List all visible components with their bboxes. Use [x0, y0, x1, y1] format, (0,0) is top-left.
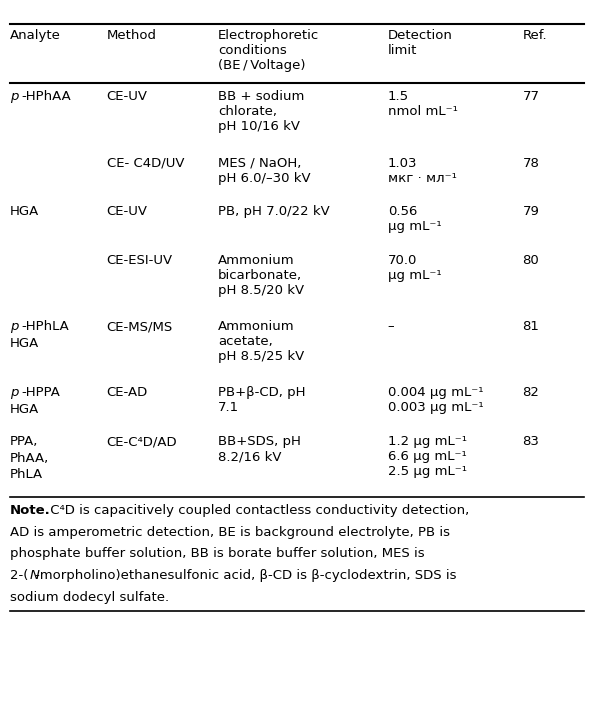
Text: HGA: HGA: [10, 403, 39, 416]
Text: PhAA,: PhAA,: [10, 452, 49, 465]
Text: CE- C4D/UV: CE- C4D/UV: [107, 156, 184, 169]
Text: 1.5
nmol mL⁻¹: 1.5 nmol mL⁻¹: [388, 90, 457, 119]
Text: -HPhAA: -HPhAA: [22, 90, 71, 103]
Text: 0.004 μg mL⁻¹
0.003 μg mL⁻¹: 0.004 μg mL⁻¹ 0.003 μg mL⁻¹: [388, 387, 484, 414]
Text: Ammonium
bicarbonate,
pH 8.5/20 kV: Ammonium bicarbonate, pH 8.5/20 kV: [218, 254, 304, 297]
Text: CE-AD: CE-AD: [107, 387, 148, 400]
Text: PhLA: PhLA: [10, 468, 43, 481]
Text: Ref.: Ref.: [523, 28, 547, 41]
Text: HGA: HGA: [10, 206, 39, 218]
Text: AD is amperometric detection, BE is background electrolyte, PB is: AD is amperometric detection, BE is back…: [10, 526, 450, 539]
Text: BB+SDS, pH
8.2/16 kV: BB+SDS, pH 8.2/16 kV: [218, 435, 301, 463]
Text: CE-C⁴D/AD: CE-C⁴D/AD: [107, 435, 177, 449]
Text: -HPhLA: -HPhLA: [22, 321, 69, 334]
Text: 81: 81: [523, 321, 539, 334]
Text: Method: Method: [107, 28, 157, 41]
Text: N: N: [29, 569, 39, 582]
Text: 80: 80: [523, 254, 539, 268]
Text: 82: 82: [523, 387, 539, 400]
Text: BB + sodium
chlorate,
pH 10/16 kV: BB + sodium chlorate, pH 10/16 kV: [218, 90, 304, 134]
Text: PB+β-CD, pH
7.1: PB+β-CD, pH 7.1: [218, 387, 305, 414]
Text: 78: 78: [523, 156, 539, 169]
Text: Detection
limit: Detection limit: [388, 28, 453, 57]
Text: 70.0
μg mL⁻¹: 70.0 μg mL⁻¹: [388, 254, 441, 282]
Text: phosphate buffer solution, BB is borate buffer solution, MES is: phosphate buffer solution, BB is borate …: [10, 547, 425, 561]
Text: PB, pH 7.0/22 kV: PB, pH 7.0/22 kV: [218, 206, 330, 218]
Text: -HPPA: -HPPA: [22, 387, 61, 400]
Text: 1.2 μg mL⁻¹
6.6 μg mL⁻¹
2.5 μg mL⁻¹: 1.2 μg mL⁻¹ 6.6 μg mL⁻¹ 2.5 μg mL⁻¹: [388, 435, 467, 478]
Text: C⁴D is capacitively coupled contactless conductivity detection,: C⁴D is capacitively coupled contactless …: [46, 505, 470, 518]
Text: Note.: Note.: [10, 505, 50, 518]
Text: Analyte: Analyte: [10, 28, 61, 41]
Text: 77: 77: [523, 90, 539, 103]
Text: CE-ESI-UV: CE-ESI-UV: [107, 254, 173, 268]
Text: 0.56
μg mL⁻¹: 0.56 μg mL⁻¹: [388, 206, 441, 233]
Text: CE-UV: CE-UV: [107, 206, 148, 218]
Text: CE-UV: CE-UV: [107, 90, 148, 103]
Text: sodium dodecyl sulfate.: sodium dodecyl sulfate.: [10, 590, 169, 603]
Text: –: –: [388, 321, 394, 334]
Text: p: p: [10, 90, 18, 103]
Text: Ammonium
acetate,
pH 8.5/25 kV: Ammonium acetate, pH 8.5/25 kV: [218, 321, 304, 364]
Text: p: p: [10, 321, 18, 334]
Text: 79: 79: [523, 206, 539, 218]
Text: p: p: [10, 387, 18, 400]
Text: -morpholino)ethanesulfonic acid, β-CD is β-cyclodextrin, SDS is: -morpholino)ethanesulfonic acid, β-CD is…: [34, 569, 456, 582]
Text: 83: 83: [523, 435, 539, 449]
Text: 1.03
мкг · мл⁻¹: 1.03 мкг · мл⁻¹: [388, 156, 457, 185]
Text: CE-MS/MS: CE-MS/MS: [107, 321, 173, 334]
Text: Electrophoretic
conditions
(BE / Voltage): Electrophoretic conditions (BE / Voltage…: [218, 28, 319, 71]
Text: MES / NaOH,
pH 6.0/–30 kV: MES / NaOH, pH 6.0/–30 kV: [218, 156, 311, 185]
Text: HGA: HGA: [10, 337, 39, 350]
Text: PPA,: PPA,: [10, 435, 39, 449]
Text: 2-(: 2-(: [10, 569, 29, 582]
